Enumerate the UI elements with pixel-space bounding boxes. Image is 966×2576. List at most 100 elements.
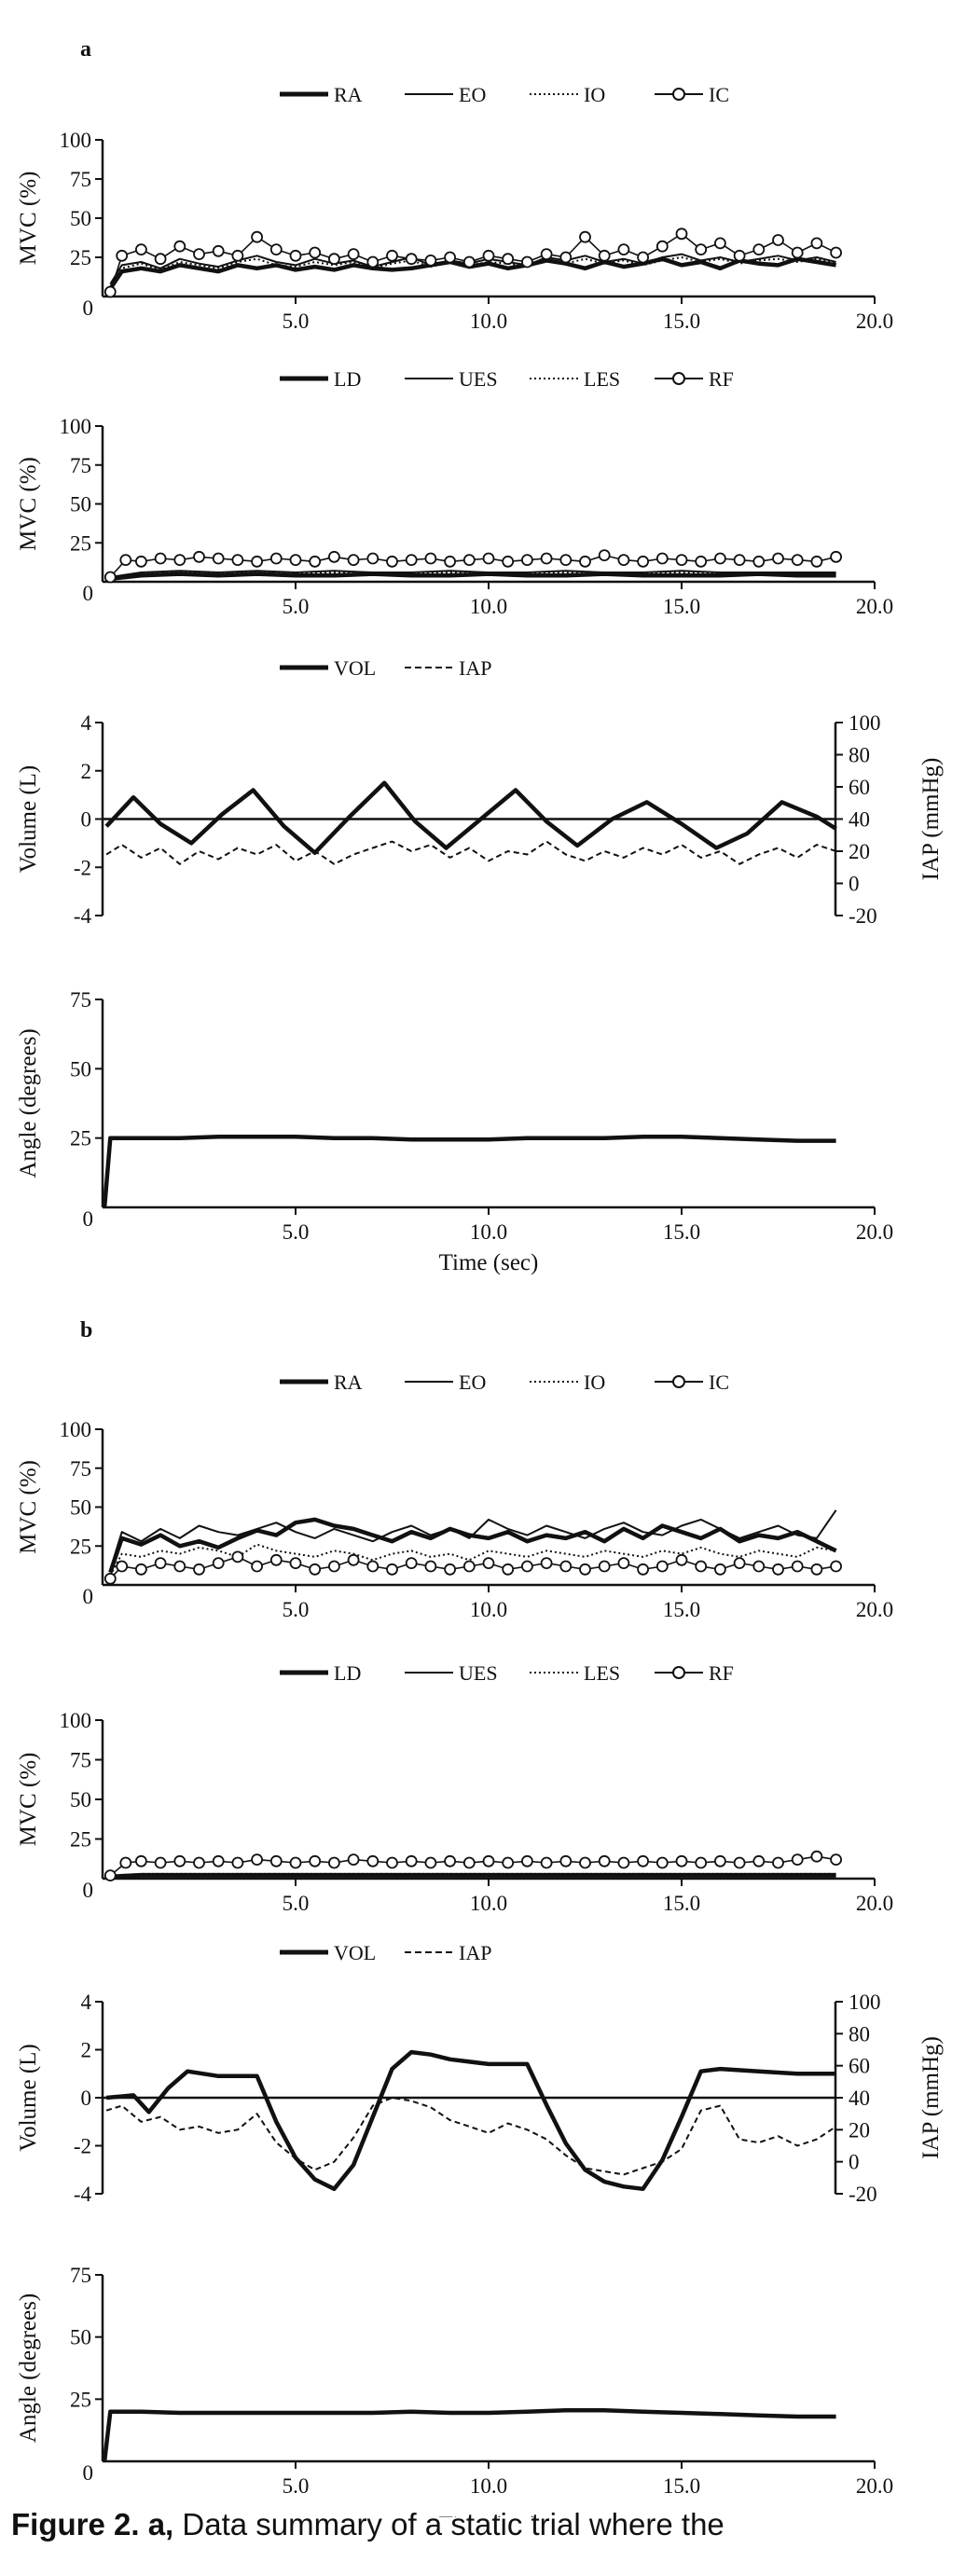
b-emg-abdominal-y-tick-label: 100 (60, 1418, 92, 1441)
b-emg-back-point-rf (405, 1854, 418, 1867)
a-emg-abdominal-x-tick-label: 20.0 (856, 310, 893, 333)
a-emg-back-point-rf (752, 555, 766, 568)
b-emg-abdominal-legend-label-ic: IC (709, 1371, 729, 1394)
caption-text: Data summary of a static trial where the (173, 2507, 724, 2542)
b-emg-abdominal-point-ic (116, 1560, 129, 1573)
b-angle-y-tick-label: 25 (70, 2388, 91, 2411)
b-emg-back-series-les (110, 1872, 836, 1877)
a-emg-back-point-rf (193, 550, 205, 563)
b-emg-back-point-rf (791, 1853, 804, 1866)
a-angle-y-tick-label: 25 (70, 1127, 91, 1150)
b-emg-back-point-rf (212, 1854, 225, 1867)
a-emg-abdominal-x-tick-label: 15.0 (663, 310, 700, 333)
a-emg-abdominal-point-ic (444, 251, 457, 264)
a-emg-abdominal-point-ic (521, 255, 533, 269)
b-emg-abdominal-point-ic (540, 1557, 553, 1569)
b-emg-back-point-rf (104, 1869, 117, 1881)
b-emg-back-point-rf (462, 1856, 476, 1869)
b-emg-abdominal-y-tick-label: 50 (70, 1496, 91, 1520)
b-emg-back-point-rf (154, 1856, 167, 1869)
a-emg-back-point-rf (772, 552, 784, 565)
b-emg-abdominal-point-ic (231, 1550, 244, 1564)
a-emg-abdominal-point-ic (231, 249, 244, 262)
b-emg-back-point-rf (231, 1856, 244, 1869)
a-emg-abdominal-point-ic (482, 249, 495, 262)
b-emg-back-point-rf (193, 1856, 205, 1869)
a-angle-origin-label: 0 (83, 1207, 94, 1231)
b-emg-abdominal-point-ic (104, 1572, 117, 1585)
a-emg-abdominal-point-ic (154, 253, 167, 266)
a-emg-back-point-rf (289, 554, 302, 566)
b-emg-abdominal-point-ic (559, 1560, 573, 1573)
b-angle-y-tick-label: 50 (70, 2326, 91, 2349)
a-emg-back-point-rf (617, 554, 630, 566)
a-angle-x-tick-label: 5.0 (283, 1220, 310, 1244)
a-volume-iap-y2-tick-label: -20 (849, 904, 877, 928)
b-emg-abdominal-point-ic (154, 1557, 167, 1569)
a-emg-back-origin-label: 0 (83, 582, 94, 605)
a-emg-abdominal-legend-label-eo: EO (459, 83, 486, 106)
a-emg-back-series-ues (110, 570, 836, 578)
a-emg-back-point-rf (598, 549, 611, 561)
a-emg-abdominal-x-tick-label: 5.0 (283, 310, 310, 333)
a-emg-abdominal-point-ic (540, 248, 553, 261)
a-volume-iap-y2-tick-label: 40 (849, 808, 870, 832)
b-volume-iap-y-tick-label: -2 (74, 2135, 91, 2158)
b-emg-abdominal-series-ra (108, 1517, 837, 1574)
a-emg-back-point-rf (347, 554, 360, 566)
a-emg-abdominal-point-ic (116, 249, 129, 262)
a-emg-abdominal-point-ic (193, 248, 205, 261)
b-emg-back-legend-label-ld: LD (334, 1661, 361, 1685)
b-emg-back-point-rf (327, 1856, 340, 1869)
b-volume-iap-y2-tick-label: 40 (849, 2087, 870, 2110)
b-volume-iap-y2-label: IAP (mmHg) (918, 2036, 944, 2159)
b-emg-back-y-tick-label: 50 (70, 1788, 91, 1811)
b-emg-abdominal-point-ic (462, 1560, 476, 1573)
a-emg-back-point-rf (462, 554, 476, 566)
a-emg-abdominal-point-ic (289, 249, 302, 262)
a-emg-back-point-rf (173, 554, 186, 566)
a-emg-abdominal-point-ic (772, 234, 784, 246)
b-emg-abdominal-point-ic (424, 1560, 437, 1573)
b-emg-abdominal-y-tick-label: 75 (70, 1457, 91, 1481)
b-emg-abdominal-point-ic (173, 1560, 186, 1573)
a-emg-abdominal-series-io (109, 256, 836, 288)
a-emg-back-point-rf (502, 555, 515, 568)
a-volume-iap-legend-label-iap: IAP (459, 656, 491, 680)
b-emg-back-point-rf (386, 1856, 398, 1869)
b-volume-iap-y-label: Volume (L) (16, 2044, 41, 2152)
b-emg-back-point-rf (309, 1854, 322, 1867)
a-emg-abdominal-point-ic (424, 254, 437, 267)
a-emg-back-y-tick-label: 100 (60, 415, 92, 438)
a-angle-x-tick-label: 10.0 (470, 1220, 507, 1244)
a-emg-abdominal-point-ic (347, 248, 360, 261)
section-label-a: a (80, 37, 91, 62)
a-emg-back-legend-label-les: LES (584, 367, 620, 391)
a-emg-back-point-rf (212, 552, 225, 565)
b-emg-abdominal-point-ic (675, 1553, 688, 1566)
b-emg-back-x-tick-label: 10.0 (470, 1892, 507, 1915)
a-angle-y-label: Angle (degrees) (16, 1028, 41, 1178)
a-emg-back-point-rf (444, 555, 457, 568)
b-emg-abdominal-point-ic (251, 1560, 264, 1573)
a-angle-y-tick-label: 75 (70, 988, 91, 1012)
b-volume-iap-series-iap (105, 2097, 837, 2176)
a-emg-abdominal-point-ic (502, 253, 515, 266)
b-emg-back-legend-label-ues: UES (459, 1661, 498, 1685)
b-emg-back-x-tick-label: 20.0 (856, 1892, 893, 1915)
a-emg-abdominal-point-ic (386, 249, 398, 262)
a-emg-abdominal-point-ic (714, 237, 726, 250)
b-emg-back-point-rf (752, 1854, 766, 1867)
a-volume-iap-legend-label-vol: VOL (334, 656, 376, 680)
a-emg-back-point-rf (540, 552, 553, 565)
b-angle-x-tick-label: 20.0 (856, 2474, 893, 2498)
a-emg-back-x-tick-label: 10.0 (470, 595, 507, 618)
b-emg-back-legend-label-rf: RF (709, 1661, 734, 1685)
a-emg-back-x-tick-label: 20.0 (856, 595, 893, 618)
b-emg-abdominal-point-ic (637, 1563, 649, 1576)
a-emg-back-point-rf (104, 571, 117, 584)
a-emg-abdominal-point-ic (134, 243, 147, 256)
a-volume-iap-y2-tick-label: 60 (849, 776, 870, 799)
a-emg-back-point-rf (424, 552, 437, 565)
b-emg-back-point-rf (733, 1856, 746, 1869)
